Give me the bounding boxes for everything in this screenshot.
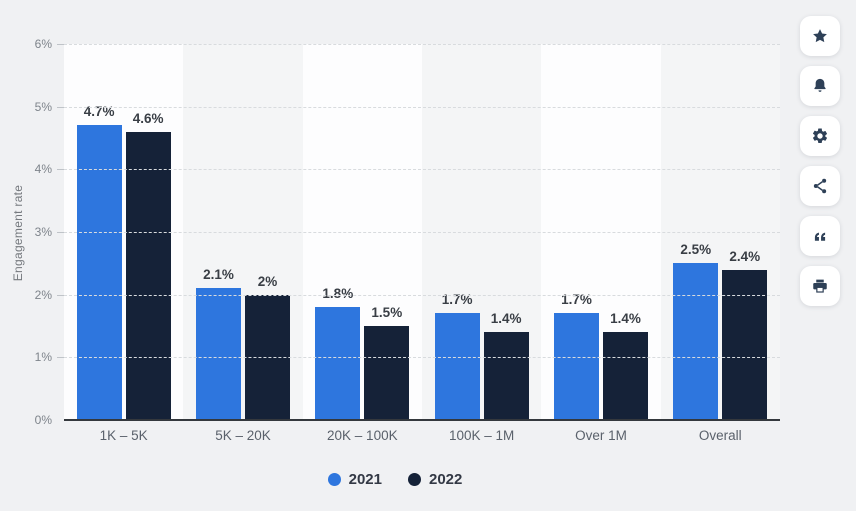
category-band: 4.7% 4.6% [64,44,184,420]
bar-value-label: 1.7% [441,292,473,308]
legend-marker-icon [408,473,421,486]
bar-value-label: 1.4% [610,311,641,327]
legend-label: 2021 [348,471,382,488]
bar-2021[interactable]: 1.7% [553,292,599,420]
chart-legend: 2021 2022 [0,471,790,488]
y-tick-mark [57,169,64,171]
y-tick-mark [57,232,64,233]
bar-value-label: 2% [257,273,278,289]
bar-value-label: 1.4% [490,311,522,327]
bar-value-label: 2.5% [680,242,712,258]
bar-2022[interactable]: 2.4% [722,249,768,420]
bar-2021[interactable]: 1.7% [434,292,480,420]
notifications-button[interactable] [800,66,840,106]
x-axis-label: Over 1M [575,428,627,443]
share-button[interactable] [800,166,840,206]
quote-icon [811,227,829,245]
legend-item-2021[interactable]: 2021 [327,471,382,488]
y-tick-label: 5% [34,99,52,114]
y-tick-label: 6% [34,37,52,51]
category-band: 1.7% 1.4% [421,44,542,420]
bar-value-label: 1.7% [561,292,592,308]
legend-item-2022[interactable]: 2022 [408,471,462,488]
bell-icon [811,77,829,95]
bar-value-label: 4.6% [132,110,164,126]
x-axis: 1K – 5K 5K – 20K 20K – 100K 100K – 1M Over 1… [64,428,780,443]
bar-value-label: 4.7% [83,104,115,120]
bar-2022[interactable]: 4.6% [125,111,171,420]
y-tick-label: 0% [34,413,52,427]
bar-2021[interactable]: 4.7% [76,104,122,420]
legend-label: 2022 [429,471,463,488]
y-tick-mark [57,106,64,108]
x-axis-line [64,419,780,421]
bar-value-label: 1.5% [371,305,403,320]
x-axis-label: Overall [698,428,742,443]
plot-area: 4.7% 4.6% 2.1% 2% 1.8% 1.5% 1.7% 1.4% 1.7% 1.4% 2.… [64,44,780,421]
bar-2021[interactable]: 2.5% [673,242,719,420]
share-icon [811,177,829,195]
print-button[interactable] [800,266,840,306]
settings-button[interactable] [800,116,840,156]
y-tick-mark [57,357,64,359]
y-tick-mark [57,44,64,45]
y-tick-label: 4% [34,162,52,177]
x-axis-label: 1K – 5K [99,428,148,443]
category-band: 1.8% 1.5% [302,44,422,420]
cite-button[interactable] [800,216,840,256]
bar-2022[interactable]: 2% [244,274,290,420]
x-axis-label: 5K – 20K [215,428,271,443]
category-band: 2.1% 2% [183,44,303,420]
bar-2022[interactable]: 1.4% [602,311,648,420]
category-band: 2.5% 2.4% [660,44,780,420]
x-axis-label: 100K – 1M [449,428,515,443]
star-icon [811,27,829,45]
y-axis: 0% 1% 2% 3% 4% 5% 6% [0,37,64,427]
legend-marker-icon [327,473,341,486]
bar-2022[interactable]: 1.4% [483,311,529,420]
favorite-button[interactable] [800,16,840,56]
bar-value-label: 2.1% [203,267,234,283]
gear-icon [811,127,829,145]
bar-2021[interactable]: 1.8% [315,286,361,420]
chart-toolbar [800,16,840,306]
y-tick-mark [57,294,64,296]
y-tick-label: 2% [34,287,52,302]
bar-2021[interactable]: 2.1% [195,267,241,420]
printer-icon [811,277,829,295]
bar-value-label: 2.4% [729,248,761,264]
category-band: 1.7% 1.4% [541,44,661,420]
bar-value-label: 1.8% [322,286,354,302]
bar-2022[interactable]: 1.5% [364,305,410,420]
y-tick-label: 1% [34,350,52,365]
x-axis-label: 20K – 100K [327,428,398,443]
y-tick-label: 3% [34,225,52,239]
